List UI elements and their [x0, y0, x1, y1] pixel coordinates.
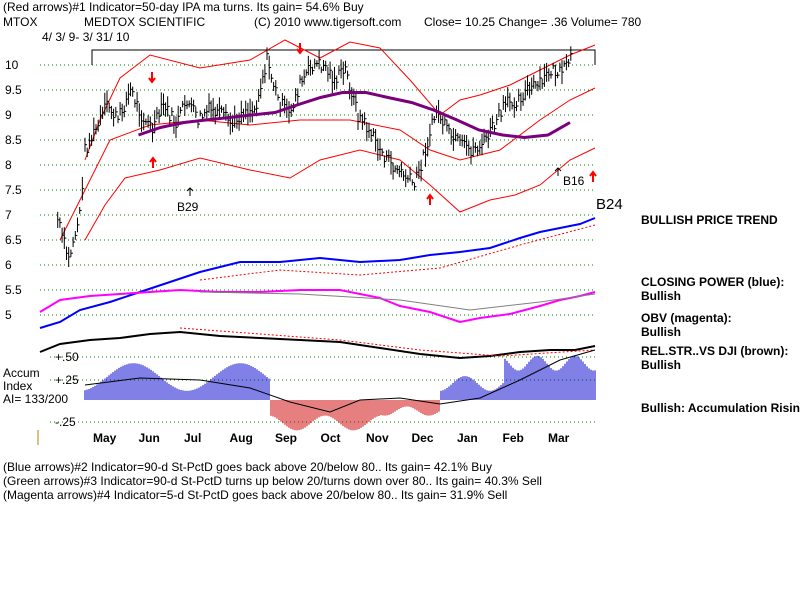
company-name: MEDTOX SCIENTIFIC: [84, 15, 206, 29]
month-label: Sep: [275, 431, 297, 445]
accum-tick-label: -.25: [55, 415, 76, 429]
accumulation-histogram: [84, 349, 596, 431]
price-tick-label: 7.5: [5, 183, 22, 197]
month-label: Aug: [230, 431, 253, 445]
price-tick-label: 5.5: [5, 283, 22, 297]
buy-arrow: [149, 156, 157, 168]
sell-arrow: [296, 43, 304, 55]
price-tick-label: 8.5: [5, 133, 22, 147]
rel-strength-title: REL.STR..VS DJI (brown):: [641, 344, 789, 358]
indicator-3-text: (Green arrows)#3 Indicator=90-d St-PctD …: [3, 474, 542, 488]
month-label: Nov: [366, 431, 389, 445]
annotation-b16: B16: [563, 174, 585, 188]
month-label: Jun: [139, 431, 160, 445]
annotation-b24: B24: [596, 196, 623, 213]
ai-value: AI= 133/200: [3, 392, 69, 406]
b29-marker: [186, 187, 194, 196]
price-tick-label: 9.5: [5, 83, 22, 97]
closing-power-value: Bullish: [641, 289, 682, 303]
obv-line: [39, 288, 596, 324]
resistance-line: [91, 49, 596, 65]
month-label: Feb: [503, 431, 524, 445]
upper-band: [84, 39, 596, 161]
trend-note: BULLISH PRICE TREND: [641, 213, 778, 227]
price-bars: [57, 46, 573, 268]
price-tick-label: 7: [5, 208, 12, 222]
price-tick-label: 6.5: [5, 233, 22, 247]
copyright-text: (C) 2010 www.tigersoft.com: [254, 15, 402, 29]
annotation-b29: B29: [177, 200, 199, 214]
lower-band: [84, 147, 596, 241]
chart-grid: [37, 49, 596, 445]
month-label: May: [93, 431, 117, 445]
month-label: Oct: [321, 431, 341, 445]
accum-index-title: Index: [3, 379, 33, 393]
rel-strength-value: Bullish: [641, 358, 682, 372]
bollinger-bands: [59, 39, 596, 241]
indicator-lines: [39, 217, 596, 360]
obv-title: OBV (magenta):: [641, 311, 732, 325]
axis-ticks: 10 9.5 9 8.5 8 7.5 7 6.5 6 5.5 5 +.50 +.25 -.25 May Jun…: [5, 58, 570, 445]
price-tick-label: 8: [5, 158, 12, 172]
mid-band: [59, 87, 596, 241]
accumulation-note: Bullish: Accumulation Rising: [641, 401, 800, 415]
buy-arrow: [589, 170, 597, 182]
accum-tick-label: +.50: [55, 350, 79, 364]
accum-title: Accum: [3, 366, 40, 380]
obv-value: Bullish: [641, 325, 682, 339]
month-label: Dec: [412, 431, 434, 445]
indicator-2-text: (Blue arrows)#2 Indicator=90-d St-PctD g…: [3, 460, 492, 474]
price-tick-label: 5: [5, 308, 12, 322]
symbol-label: MTOX: [3, 15, 38, 29]
sell-arrow: [148, 72, 156, 84]
cp-ma-line: [199, 224, 596, 281]
rel-strength-line: [39, 330, 596, 360]
month-label: Jul: [184, 431, 201, 445]
accum-tick-label: +.25: [55, 373, 79, 387]
ma50-line: [138, 91, 571, 140]
indicator-4-text: (Magenta arrows)#4 Indicator=5-d St-PctD…: [3, 488, 508, 502]
accum-ma-line: [84, 349, 596, 413]
date-range: 4/ 3/ 9- 3/ 31/ 10: [42, 30, 130, 44]
price-tick-label: 10: [5, 58, 19, 72]
price-tick-label: 9: [5, 108, 12, 122]
closing-power-line: [39, 217, 596, 329]
signal-arrows: [148, 43, 597, 205]
buy-arrow: [426, 193, 434, 205]
moving-average: [138, 91, 571, 140]
obv-ma-line: [199, 291, 596, 311]
month-label: Mar: [548, 431, 570, 445]
month-label: Jan: [457, 431, 478, 445]
rs-ma-line: [179, 327, 596, 357]
b16-marker: [554, 167, 562, 176]
closing-power-title: CLOSING POWER (blue):: [641, 275, 785, 289]
indicator-1-text: (Red arrows)#1 Indicator=50-day IPA ma t…: [3, 0, 364, 14]
quote-text: Close= 10.25 Change= .36 Volume= 780: [424, 15, 642, 29]
price-tick-label: 6: [5, 258, 12, 272]
